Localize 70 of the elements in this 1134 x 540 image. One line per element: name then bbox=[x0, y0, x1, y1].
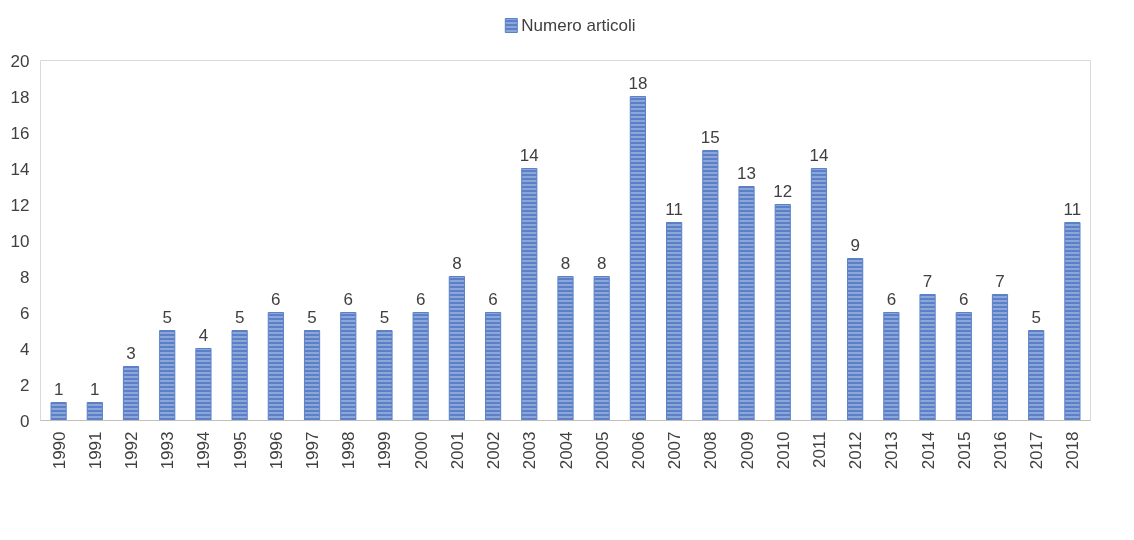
x-tick-label: 1991 bbox=[85, 431, 105, 470]
y-tick-label: 6 bbox=[20, 303, 30, 323]
data-label: 11 bbox=[1063, 199, 1082, 219]
data-label: 3 bbox=[126, 343, 136, 363]
x-tick-label: 2011 bbox=[809, 431, 829, 469]
x-tick-label: 1999 bbox=[375, 431, 395, 470]
data-label: 5 bbox=[307, 307, 317, 327]
x-tick-label: 2013 bbox=[882, 431, 902, 470]
x-tick-label: 2010 bbox=[773, 431, 793, 470]
data-label: 8 bbox=[560, 253, 571, 273]
x-tick-label: 2014 bbox=[918, 431, 938, 470]
data-label: 6 bbox=[415, 289, 426, 309]
data-label: 13 bbox=[737, 163, 756, 183]
y-tick-label: 0 bbox=[20, 411, 30, 431]
data-label: 6 bbox=[959, 289, 969, 309]
data-label: 4 bbox=[198, 325, 209, 345]
x-tick-label: 2007 bbox=[665, 431, 685, 470]
x-tick-label: 2003 bbox=[520, 431, 540, 470]
data-label: 7 bbox=[922, 271, 933, 291]
data-label: 6 bbox=[886, 289, 897, 309]
x-tick-label: 2009 bbox=[737, 431, 757, 470]
y-tick-label: 20 bbox=[10, 51, 30, 71]
x-tick-label: 2006 bbox=[628, 431, 648, 470]
data-label: 12 bbox=[773, 181, 793, 201]
legend-label: Numero articoli bbox=[521, 16, 636, 35]
data-label: 6 bbox=[343, 289, 353, 309]
x-tick-label: 1997 bbox=[303, 431, 323, 470]
data-label: 5 bbox=[1031, 307, 1041, 327]
data-label: 5 bbox=[234, 307, 245, 327]
x-tick-label: 2008 bbox=[701, 431, 721, 470]
x-tick-label: 2016 bbox=[990, 431, 1010, 470]
y-tick-label: 2 bbox=[20, 375, 30, 395]
x-tick-label: 2002 bbox=[484, 431, 504, 470]
x-tick-label: 1995 bbox=[230, 431, 250, 470]
x-tick-label: 1996 bbox=[266, 431, 286, 470]
y-tick-label: 12 bbox=[10, 195, 30, 215]
x-tick-label: 2005 bbox=[592, 431, 612, 470]
y-tick-label: 18 bbox=[10, 87, 30, 107]
x-tick-label: 1993 bbox=[158, 431, 178, 470]
x-tick-label: 1998 bbox=[339, 431, 359, 470]
data-label: 9 bbox=[850, 235, 860, 255]
y-tick-label: 10 bbox=[10, 231, 30, 251]
y-tick-label: 14 bbox=[10, 159, 30, 179]
y-tick-label: 16 bbox=[10, 123, 30, 143]
data-label: 6 bbox=[271, 289, 281, 309]
y-tick-label: 8 bbox=[20, 267, 30, 287]
data-label: 1 bbox=[53, 379, 64, 399]
x-tick-label: 2001 bbox=[447, 431, 467, 470]
data-label: 18 bbox=[628, 73, 648, 93]
x-tick-label: 2015 bbox=[954, 431, 974, 470]
data-label: 8 bbox=[596, 253, 607, 273]
data-label: 8 bbox=[452, 253, 462, 273]
data-label: 6 bbox=[488, 289, 498, 309]
data-label: 5 bbox=[162, 307, 172, 327]
x-tick-label: 2018 bbox=[1063, 431, 1083, 470]
x-tick-label: 2012 bbox=[846, 431, 866, 470]
data-label: 11 bbox=[665, 199, 683, 219]
data-label: 14 bbox=[519, 145, 539, 165]
x-tick-label: 1994 bbox=[194, 431, 214, 470]
x-tick-label: 2000 bbox=[411, 431, 431, 470]
data-label: 14 bbox=[809, 145, 829, 165]
x-tick-label: 1992 bbox=[122, 431, 142, 470]
x-tick-label: 2017 bbox=[1027, 431, 1047, 470]
data-label: 5 bbox=[379, 307, 390, 327]
x-tick-label: 2004 bbox=[556, 431, 576, 470]
y-tick-label: 4 bbox=[20, 339, 30, 359]
data-label: 7 bbox=[995, 271, 1005, 291]
data-label: 1 bbox=[90, 379, 100, 399]
x-tick-label: 1990 bbox=[49, 431, 69, 470]
data-label: 15 bbox=[700, 127, 720, 147]
